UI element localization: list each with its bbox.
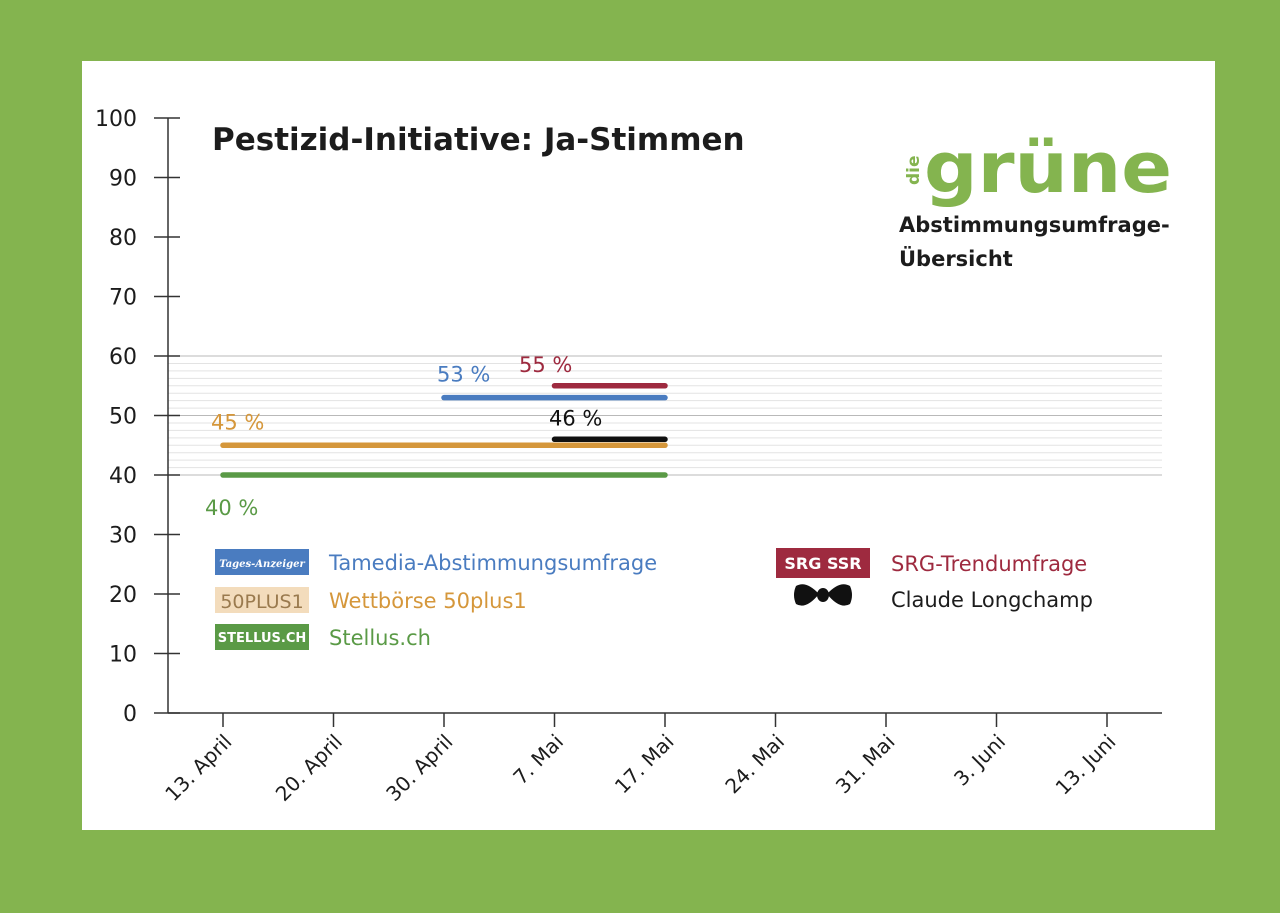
legend: Tages-Anzeiger Tamedia-Abstimmungsumfrage… [215,548,1093,650]
y-tick-label: 0 [123,702,137,727]
legend-badge-text: SRG SSR [784,554,861,573]
subtitle-line-2: Übersicht [899,246,1013,271]
legend-badge-text: STELLUS.CH [218,631,307,646]
y-tick-label: 100 [95,107,137,132]
bow-tie-knot [817,588,829,602]
brand-prefix: die [904,155,924,185]
y-tick-label: 10 [109,643,137,668]
y-tick-label: 50 [109,405,137,430]
x-tick-label: 13. April [160,730,236,806]
chart-title: Pestizid-Initiative: Ja-Stimmen [212,122,745,158]
y-tick-label: 60 [109,345,137,370]
y-tick-label: 70 [109,286,137,311]
x-tick-label: 3. Juni [949,730,1010,791]
x-tick-label: 20. April [271,730,347,806]
y-tick-label: 20 [109,583,137,608]
data-label: 55 % [519,353,572,377]
legend-badge [215,624,309,650]
legend-badge [776,548,870,578]
brand-name: grüne [924,127,1172,209]
grid-band [168,355,1162,476]
x-tick-label: 31. Mai [831,730,900,799]
y-tick-label: 30 [109,524,137,549]
y-axis-ticks: 0 10 20 30 40 50 60 70 80 90 100 [95,107,180,727]
legend-item: Claude Longchamp [794,584,1093,612]
y-tick-label: 40 [109,464,137,489]
data-label: 40 % [205,496,258,520]
brand-logo: die grüne [904,127,1172,209]
legend-badge [215,549,309,575]
data-label: 45 % [211,410,264,434]
legend-item: STELLUS.CH Stellus.ch [215,624,431,650]
series-lines [220,383,668,478]
legend-label: Tamedia-Abstimmungsumfrage [328,551,657,575]
x-tick-label: 17. Mai [610,730,679,799]
legend-item: 50PLUS1 Wettbörse 50plus1 [215,587,527,613]
data-labels: 40 % 45 % 46 % 53 % 55 % [205,353,602,520]
legend-item: SRG SSR SRG-Trendumfrage [776,548,1087,578]
bow-tie-icon [794,584,852,606]
x-tick-label: 13. Juni [1051,730,1121,800]
legend-badge-text: 50PLUS1 [220,591,303,613]
x-tick-label: 24. Mai [720,730,789,799]
legend-label: Wettbörse 50plus1 [329,589,527,613]
y-tick-label: 80 [109,226,137,251]
legend-badge [215,587,309,613]
data-label: 53 % [437,363,490,387]
legend-label: SRG-Trendumfrage [891,552,1087,576]
subtitle-line-1: Abstimmungsumfrage- [899,213,1170,237]
x-tick-label: 7. Mai [508,730,568,790]
x-axis-ticks: 13. April 20. April 30. April 7. Mai 17. Mai… [160,713,1121,806]
legend-item: Tages-Anzeiger Tamedia-Abstimmungsumfrage [215,549,657,575]
legend-badge-text: Tages-Anzeiger [219,559,305,570]
legend-label: Claude Longchamp [891,588,1093,612]
data-label: 46 % [549,406,602,430]
x-tick-label: 30. April [381,730,457,806]
y-tick-label: 90 [109,167,137,192]
legend-label: Stellus.ch [329,626,431,650]
